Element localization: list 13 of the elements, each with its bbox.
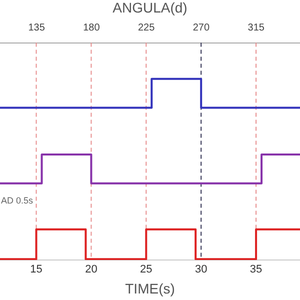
x2-tick-label: 270 (192, 22, 210, 34)
x2-tick-label: 225 (138, 22, 156, 34)
x-tick-label: 15 (30, 264, 42, 276)
x2-tick-label: 180 (83, 22, 100, 34)
x-tick-label: 30 (194, 264, 208, 276)
x-tick-label: 20 (85, 264, 98, 276)
x-tick-label: 25 (140, 264, 152, 276)
x2-tick-label: 135 (28, 22, 46, 34)
annotation: AD 0.5s (1, 196, 34, 206)
x-tick-label: 35 (250, 264, 262, 276)
x-axis-title: TIME(s) (125, 280, 175, 296)
x2-axis-title: ANGULA(d) (112, 0, 188, 16)
x2-tick-label: 315 (248, 22, 265, 34)
